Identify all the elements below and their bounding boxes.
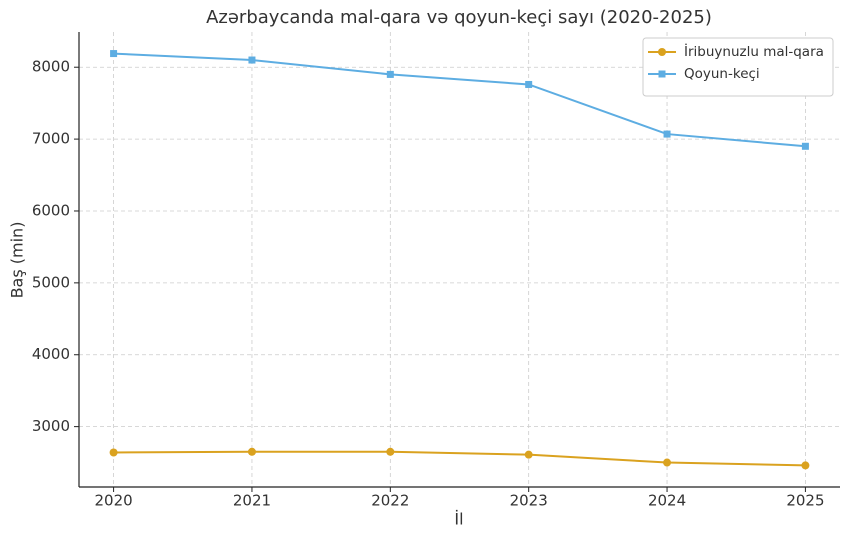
series-line xyxy=(113,52,806,148)
y-tick-label: 7000 xyxy=(32,130,70,148)
marker xyxy=(658,70,666,78)
x-tick-label: 2022 xyxy=(371,492,409,510)
marker xyxy=(663,130,671,138)
marker xyxy=(658,48,666,56)
y-tick-label: 4000 xyxy=(32,345,70,363)
series-line xyxy=(113,450,806,467)
y-axis-label: Baş (min) xyxy=(8,222,27,299)
legend-label: Qoyun-keçi xyxy=(684,66,760,82)
legend-box xyxy=(642,37,834,97)
x-axis-label: İl xyxy=(454,510,463,529)
marker xyxy=(801,461,810,470)
marker xyxy=(524,450,533,459)
x-tick-label: 2024 xyxy=(648,492,686,510)
marker xyxy=(801,142,809,150)
y-tick-label: 6000 xyxy=(32,201,70,219)
x-tick-label: 2020 xyxy=(94,492,132,510)
chart-title: Azərbaycanda mal-qara və qoyun-keçi sayı… xyxy=(206,7,712,28)
legend-label: İribuynuzlu mal-qara xyxy=(684,42,824,60)
x-tick-label: 2025 xyxy=(786,492,824,510)
marker xyxy=(109,448,118,457)
y-tick-label: 3000 xyxy=(32,417,70,435)
marker xyxy=(663,458,672,467)
x-tick-label: 2023 xyxy=(510,492,548,510)
y-tick-label: 8000 xyxy=(32,58,70,76)
marker xyxy=(386,70,394,78)
y-tick-label: 5000 xyxy=(32,273,70,291)
marker xyxy=(386,447,395,456)
x-tick-label: 2021 xyxy=(233,492,271,510)
marker xyxy=(110,50,118,58)
marker xyxy=(247,447,256,456)
marker xyxy=(248,56,256,64)
marker xyxy=(525,80,533,88)
